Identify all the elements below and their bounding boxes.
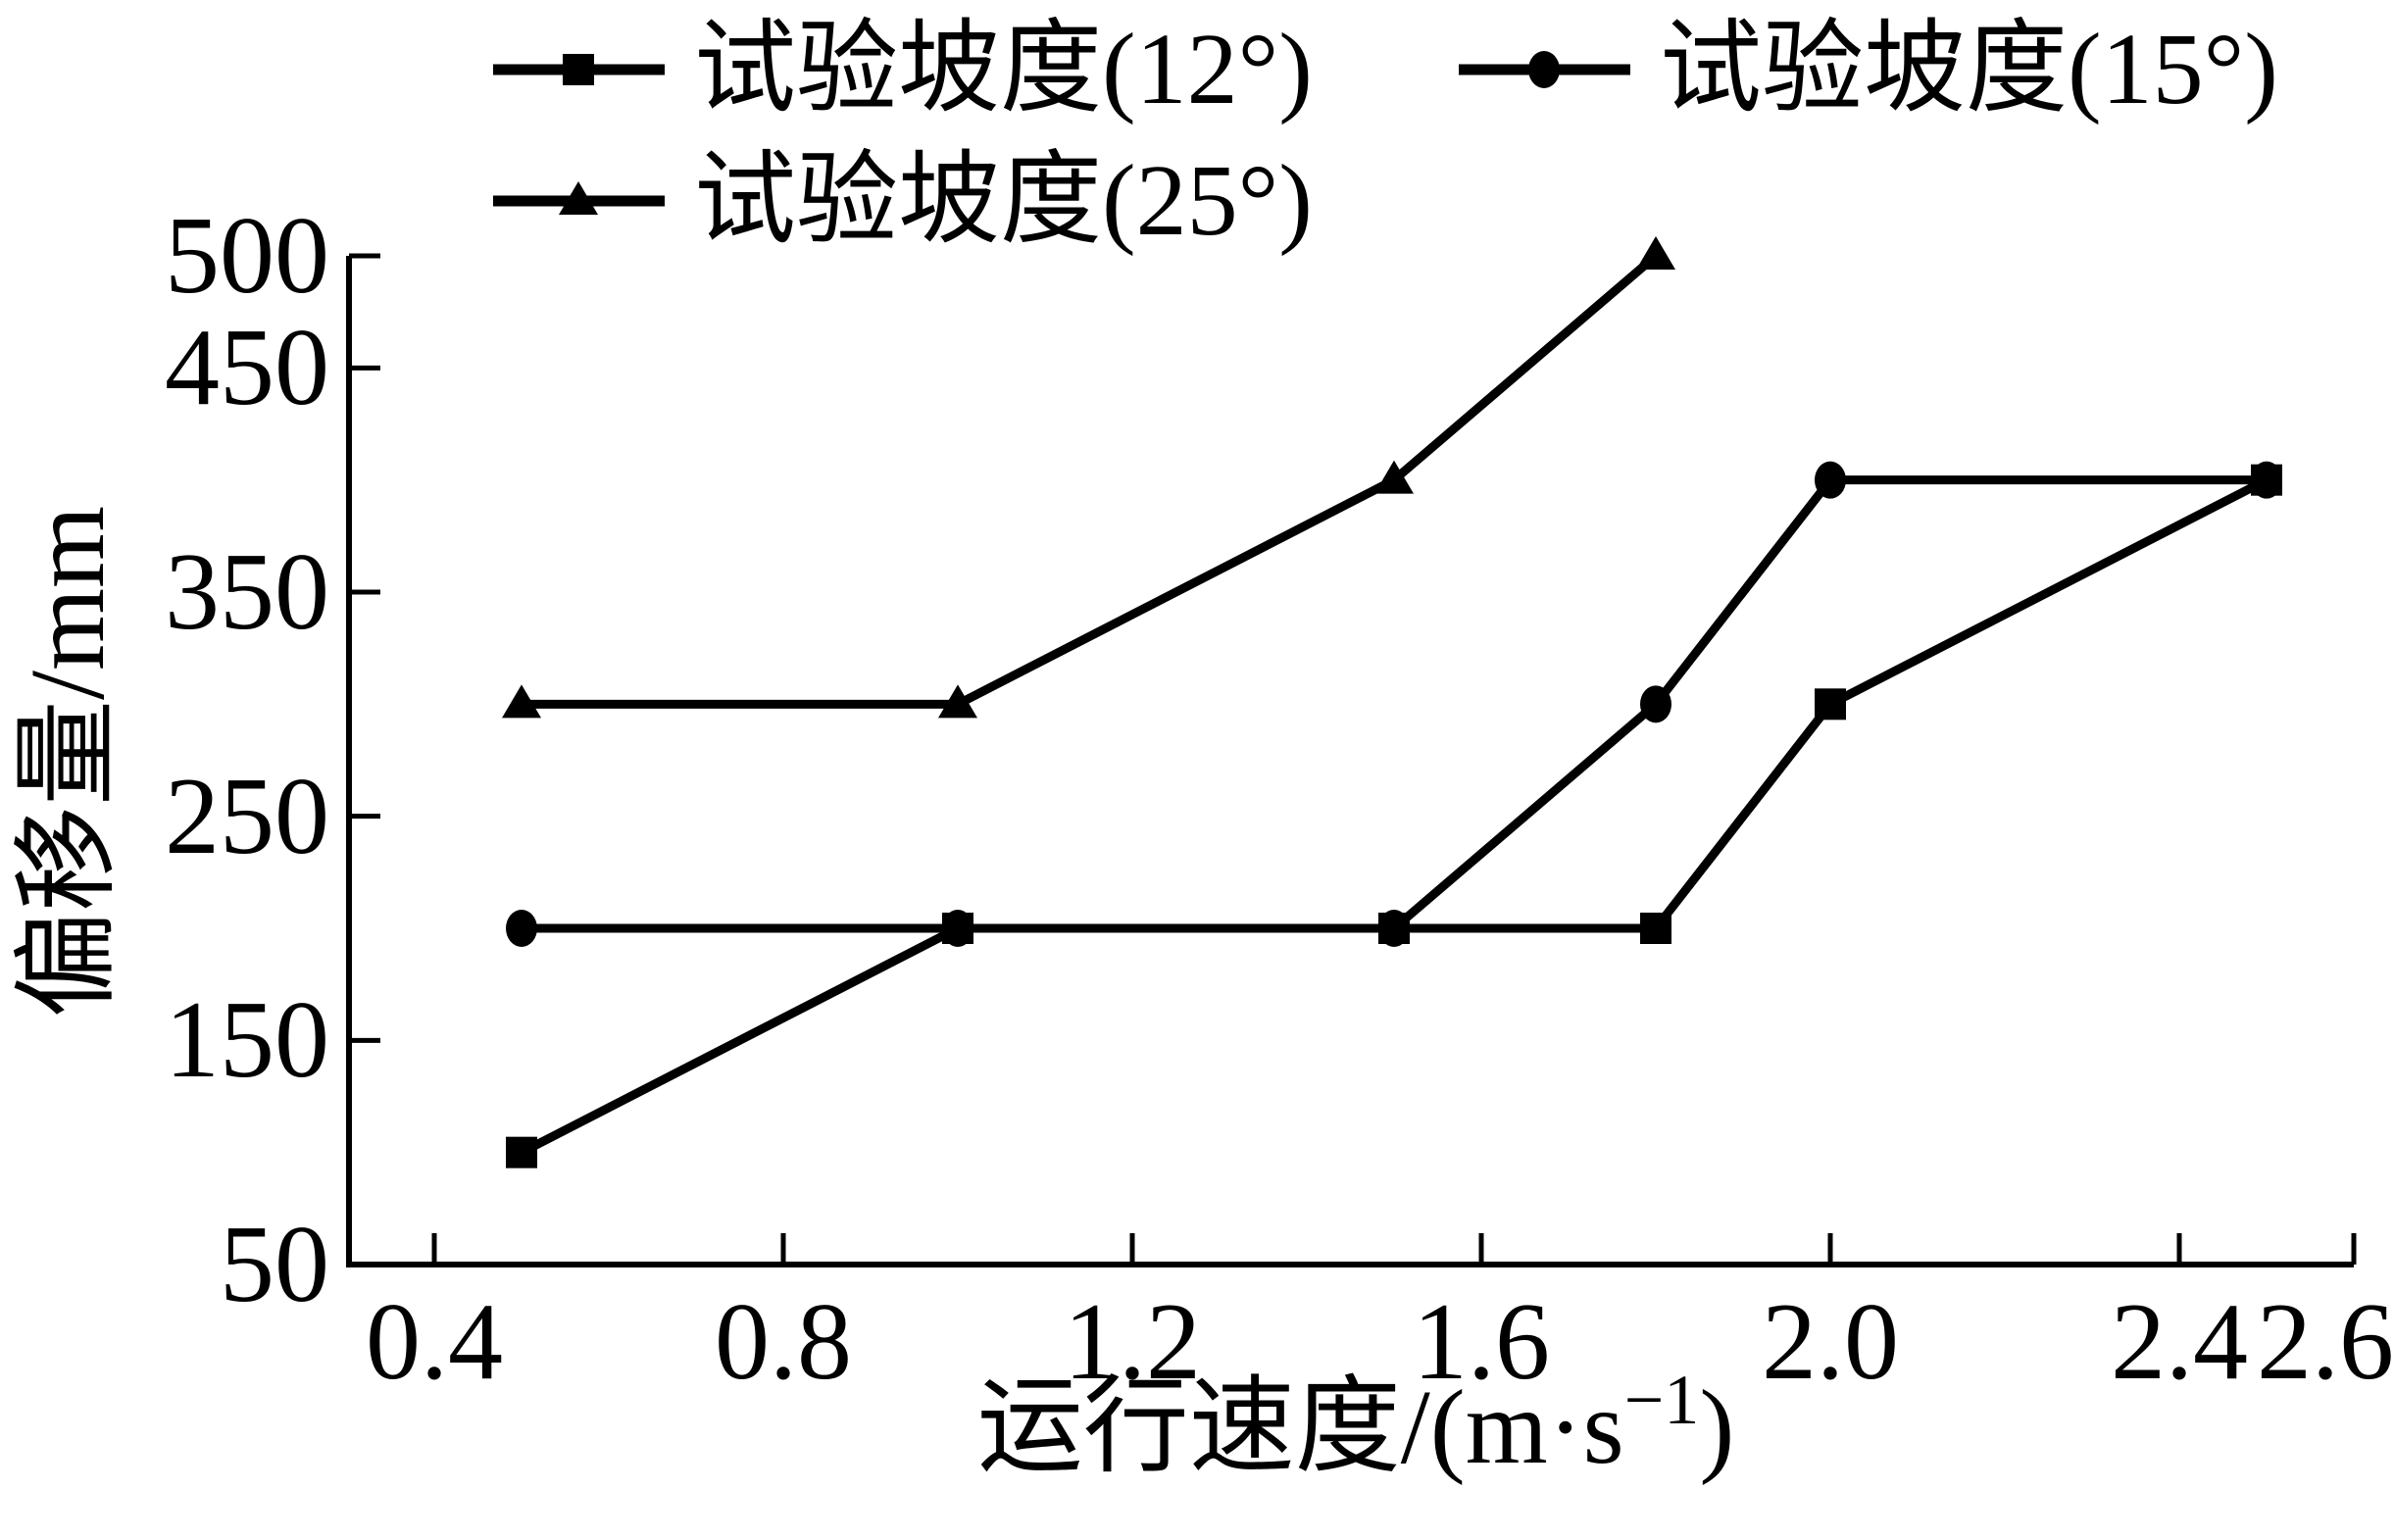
x-axis-title-close-paren: ) (1699, 1369, 1735, 1486)
y-tick-label: 350 (165, 531, 329, 653)
x-tick-label: 2.4 (2111, 1281, 2248, 1403)
x-tick-label: 2.6 (2257, 1281, 2394, 1403)
y-tick-label: 150 (165, 979, 329, 1102)
x-tick-label: 2.0 (1762, 1281, 1899, 1403)
legend-label: 试验坡度(25°) (694, 144, 1313, 257)
series-markers-2 (502, 236, 1675, 719)
legend-circle-marker-icon (1459, 51, 1630, 88)
legend-item-slope-25deg: 试验坡度(25°) (493, 139, 1313, 263)
y-tick-label: 50 (220, 1204, 329, 1325)
legend-label: 试验坡度(15°) (1660, 13, 2278, 125)
y-axis-title: 偏移量/mm (10, 505, 126, 1018)
x-tick-label: 0.8 (715, 1281, 852, 1403)
y-tick-label: 450 (165, 307, 329, 429)
x-tick-label: 0.4 (366, 1281, 503, 1403)
x-axis-title-main: 运行速度/(m·s (976, 1369, 1624, 1486)
series-line-0 (519, 475, 2269, 1157)
legend-square-marker-icon (493, 54, 665, 85)
x-axis-title-superscript: −1 (1623, 1361, 1700, 1439)
legend-label: 试验坡度(12°) (694, 13, 1313, 125)
series-markers-0 (506, 464, 2282, 1168)
legend-item-slope-12deg: 试验坡度(12°) (493, 8, 1313, 131)
y-tick-label: 500 (165, 195, 329, 317)
series-line-1 (522, 475, 2267, 933)
y-tick-label: 250 (165, 755, 329, 877)
x-axis-title: 运行速度/(m·s−1) (358, 1361, 2354, 1503)
axis-lines (346, 256, 2354, 1267)
series-line-2 (522, 252, 1659, 709)
legend-triangle-marker-icon (493, 181, 665, 215)
legend-item-slope-15deg: 试验坡度(15°) (1459, 8, 2278, 131)
x-tick-label: 1.2 (1064, 1281, 1201, 1403)
x-tick-label: 1.6 (1413, 1281, 1550, 1403)
